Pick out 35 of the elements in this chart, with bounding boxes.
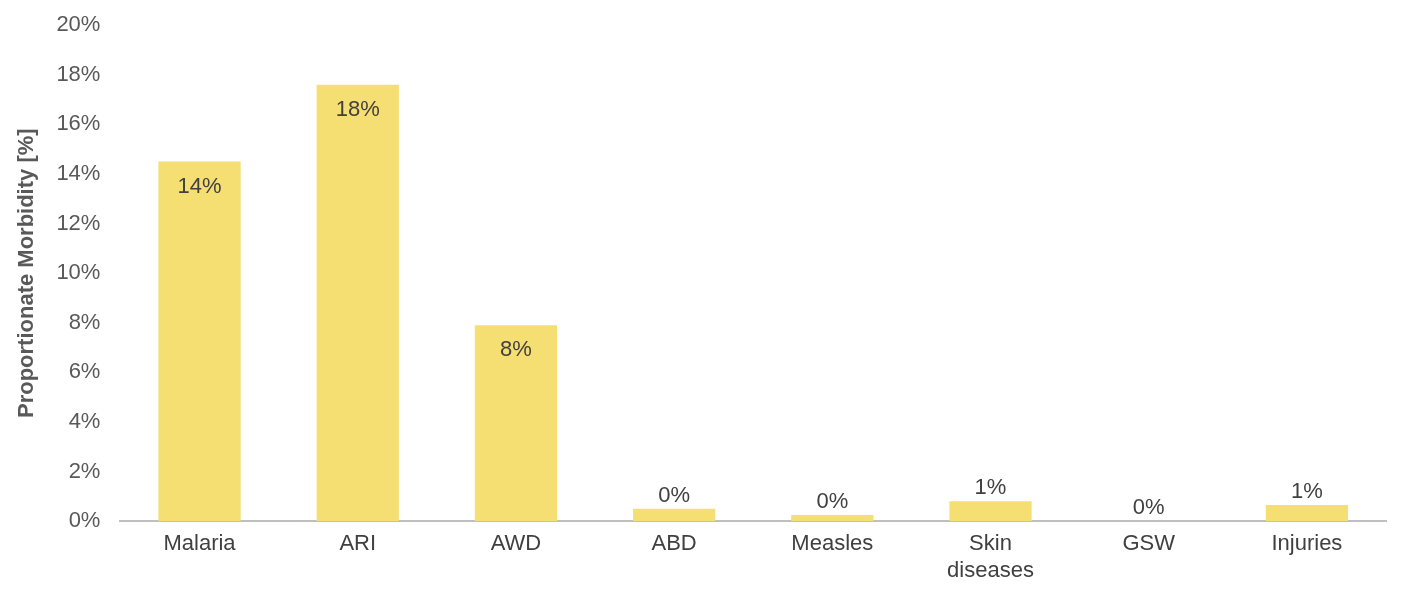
bar [791,515,874,522]
data-label: 0% [658,481,691,507]
y-tick-label: 8% [68,308,101,334]
y-tick-label: 20% [56,11,101,37]
x-tick-label: GSW [1122,530,1176,556]
bar [158,161,241,522]
bar [474,325,558,522]
bar [632,508,716,522]
data-label: 8% [500,336,532,362]
data-label: 0% [1132,494,1165,520]
x-tick-label: Malaria [163,530,237,556]
y-tick-label: 12% [56,209,101,235]
data-label: 18% [335,95,380,121]
x-tick-label: ARI [339,530,377,556]
y-tick-label: 6% [68,358,101,384]
data-label: 14% [177,172,222,198]
y-tick-label: 2% [68,457,101,483]
data-label: 1% [974,474,1007,500]
x-tick-label: Skin diseases [947,530,1034,582]
bar [316,84,399,522]
y-tick-label: 14% [56,160,101,186]
y-tick-label: 16% [56,110,101,136]
y-tick-label: 18% [56,60,101,86]
y-tick-label: 4% [68,408,101,434]
x-tick-label: ABD [651,530,697,556]
data-label: 1% [1291,478,1323,504]
data-label: 0% [816,488,849,514]
y-tick-label: 10% [56,259,101,285]
x-tick-label: Measles [791,530,874,556]
bar [1265,505,1349,522]
x-tick-label: AWD [490,530,542,556]
x-tick-label: Injuries [1271,530,1343,556]
y-axis-title: Proportionate Morbidity [%] [13,128,39,419]
y-tick-label: 0% [68,507,101,533]
bar [949,501,1032,522]
